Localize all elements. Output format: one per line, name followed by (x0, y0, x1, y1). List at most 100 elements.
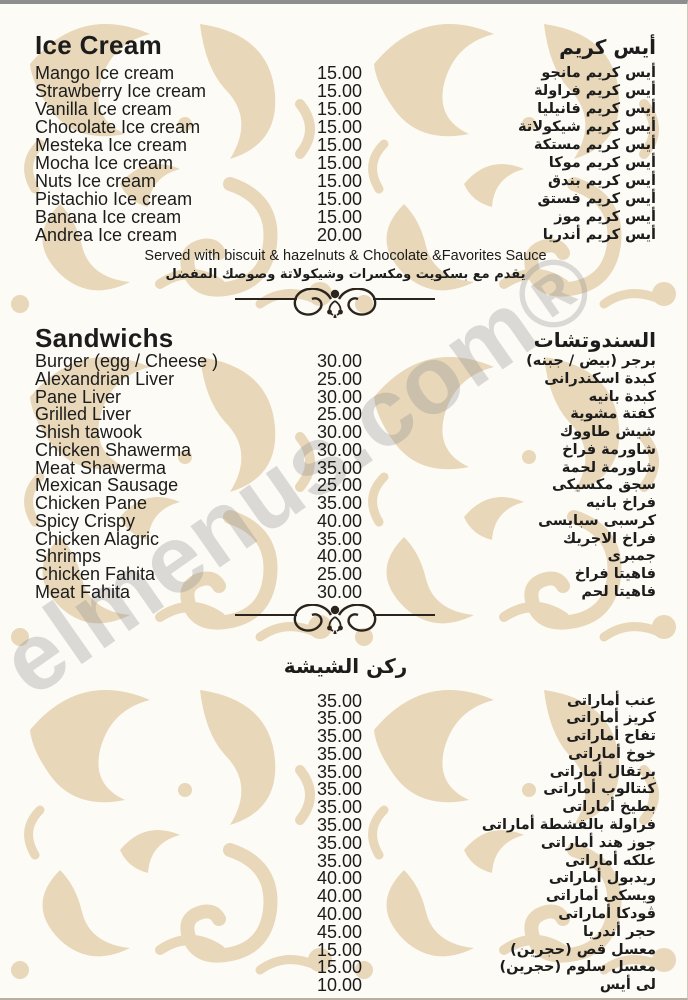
item-name-ar: معسل قص (حجرين) (510, 941, 656, 958)
item-name-en: Banana Ice cream (35, 207, 182, 227)
item-price: 35.00 (316, 726, 362, 747)
item-price: 35.00 (316, 832, 362, 853)
item-price: 40.00 (316, 904, 362, 925)
shisha-item-row: 35.00 علكه أماراتى (35, 850, 656, 871)
item-price: 10.00 (316, 975, 362, 996)
shisha-item-row: 10.00 لى أيس (35, 975, 656, 996)
sandwichs-item-list: Burger (egg / Cheese ) 30.00 برجر (بيض / ج… (35, 351, 656, 602)
sandwichs-item-row: Chicken Fahita 25.00 فاهيتا فراخ (35, 564, 656, 584)
item-name-en: Meat Fahita (35, 581, 131, 602)
shisha-item-row: 40.00 ريدبول أماراتى (35, 870, 656, 888)
item-name-en (35, 710, 290, 728)
item-name-ar: أيس كريم مانجو (541, 65, 656, 81)
item-name-en: Shrimps (35, 546, 102, 567)
item-name-ar: برتقال أماراتى (549, 763, 656, 780)
item-name-en: Mexican Sausage (35, 475, 179, 496)
item-name-en: Meat Shawerma (35, 457, 167, 478)
item-name-ar: ويسكى أماراتى (545, 888, 656, 905)
item-name-en (35, 817, 290, 835)
item-price: 30.00 (316, 581, 362, 602)
item-price: 15.00 (316, 153, 362, 173)
ice-cream-item-row: Strawberry Ice cream 15.00 أيس كريم فراولة (35, 82, 656, 100)
item-price: 35.00 (316, 815, 362, 836)
item-name-en: Strawberry Ice cream (35, 81, 207, 101)
item-price: 35.00 (316, 528, 362, 549)
item-price: 45.00 (316, 921, 362, 942)
sandwichs-title-ar: السندوتشات (533, 328, 656, 352)
item-name-ar: أيس كريم موز (554, 209, 656, 225)
item-price: 35.00 (316, 493, 362, 513)
shisha-item-row: 40.00 ويسكى أماراتى (35, 887, 656, 906)
item-price: 15.00 (316, 99, 362, 119)
ice-cream-header: Ice Cream أيس كريم (35, 30, 656, 64)
item-price: 25.00 (316, 564, 362, 584)
item-name-ar: كفتة مشوية (570, 406, 656, 423)
item-price: 30.00 (316, 422, 362, 442)
item-name-ar: أيس كريم مستكة (533, 137, 656, 153)
item-name-en: Chicken Shawerma (35, 439, 192, 460)
item-price: 15.00 (316, 189, 362, 209)
section-shisha: ركن الشيشة 35.00 عنب أماراتى 35.00 كريز أما… (35, 653, 656, 996)
item-name-en (35, 781, 290, 799)
sandwichs-item-row: Shrimps 40.00 جمبرى (35, 546, 656, 567)
item-name-en (35, 959, 290, 977)
item-name-ar: لى أيس (599, 977, 656, 994)
item-name-en (35, 799, 290, 817)
item-price: 35.00 (316, 708, 362, 729)
item-name-en: Andrea Ice cream (35, 225, 178, 245)
item-name-en (35, 764, 290, 782)
item-name-en: Chicken Fahita (35, 564, 156, 584)
item-name-ar: تفاح أماراتى (566, 728, 656, 745)
item-price: 35.00 (316, 743, 362, 764)
item-price: 30.00 (316, 351, 362, 371)
item-name-en: Chocolate Ice cream (35, 117, 201, 137)
sandwichs-item-row: Shish tawook 30.00 شيش طاووك (35, 422, 656, 442)
item-name-en (35, 924, 290, 942)
item-price: 35.00 (316, 797, 362, 818)
item-name-en (35, 853, 290, 871)
item-name-ar: أيس كريم موكا (548, 155, 656, 171)
sandwichs-item-row: Spicy Crispy 40.00 كرسبى سبايسى (35, 510, 656, 531)
item-name-ar: أيس كريم فراولة (533, 83, 656, 99)
item-name-ar: برجر (بيض / جبنه) (526, 353, 656, 369)
item-price: 40.00 (316, 510, 362, 531)
ice-cream-item-row: Chocolate Ice cream 15.00 أيس كريم شيكولات… (35, 118, 656, 136)
item-name-en: Chicken Alagric (35, 528, 160, 549)
shisha-item-row: 35.00 بطيخ أماراتى (35, 797, 656, 818)
section-ice-cream: Ice Cream أيس كريم Mango Ice cream 15.00 أ… (35, 30, 656, 323)
item-price: 35.00 (316, 690, 362, 711)
shisha-item-row: 35.00 فراولة بالقشطة أماراتى (35, 815, 656, 836)
item-name-ar: فراخ الاجريك (562, 530, 656, 547)
shisha-item-row: 40.00 ڤودكا أماراتى (35, 904, 656, 925)
ice-cream-item-row: Mesteka Ice cream 15.00 أيس كريم مستكة (35, 136, 656, 154)
item-name-en: Spicy Crispy (35, 510, 136, 531)
item-name-en: Mesteka Ice cream (35, 135, 188, 155)
sandwichs-header: Sandwichs السندوتشات (35, 323, 656, 353)
item-name-ar: علكه أماراتى (565, 852, 656, 869)
shisha-title-ar: ركن الشيشة (283, 653, 408, 678)
item-price: 20.00 (316, 225, 362, 245)
shisha-item-row: 35.00 كنتالوب أماراتى (35, 781, 656, 799)
item-name-en: Alexandrian Liver (35, 368, 175, 389)
item-name-en: Nuts Ice cream (35, 171, 157, 191)
item-price: 35.00 (316, 457, 362, 478)
item-name-ar: فراخ بانيه (585, 495, 656, 511)
shisha-item-row: 45.00 حجر أندريا (35, 921, 656, 942)
ice-cream-note-ar: يقدم مع بسكويت ومكسرات وشيكولاتة وصوصك ا… (165, 267, 526, 282)
shisha-item-row: 35.00 جوز هند أماراتى (35, 832, 656, 853)
item-price: 15.00 (316, 939, 362, 960)
item-price: 25.00 (316, 475, 362, 496)
item-name-en (35, 870, 290, 888)
shisha-item-row: 15.00 معسل سلوم (حجرين) (35, 959, 656, 977)
item-name-en: Grilled Liver (35, 404, 132, 425)
ice-cream-title-en: Ice Cream (35, 30, 162, 60)
item-name-ar: شاورمة فراخ (562, 441, 656, 458)
item-name-en: Vanilla Ice cream (35, 99, 172, 119)
item-name-en: Shish tawook (35, 422, 143, 442)
sandwichs-item-row: Meat Shawerma 35.00 شاورمة لحمة (35, 457, 656, 478)
item-price: 35.00 (316, 779, 362, 800)
item-price: 35.00 (316, 850, 362, 871)
item-price: 15.00 (316, 135, 362, 155)
sandwichs-title-en: Sandwichs (35, 323, 174, 353)
item-name-ar: فاهيتا لحم (581, 583, 656, 600)
